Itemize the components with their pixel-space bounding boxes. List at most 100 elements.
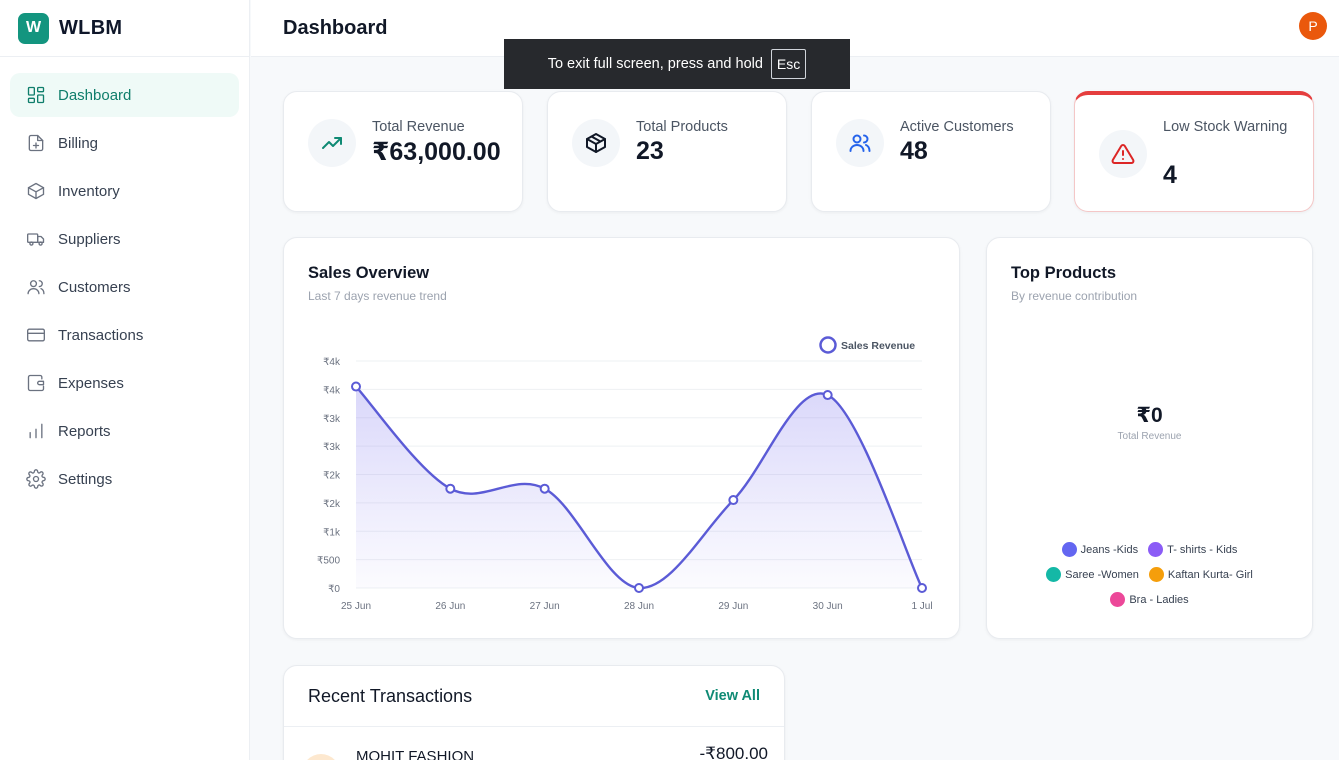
y-tick-label: ₹3k (323, 414, 341, 425)
legend-label: T- shirts - Kids (1167, 543, 1238, 556)
y-tick-label: ₹3k (323, 442, 341, 453)
stat-label: Total Revenue (372, 119, 465, 135)
data-point (445, 483, 456, 494)
transaction-name: MOHIT FASHION (356, 748, 475, 760)
stat-value: 4 (1163, 161, 1177, 189)
legend-row: Bra - Ladies (987, 592, 1312, 607)
legend-row: Saree -Women Kaftan Kurta- Girl (987, 567, 1312, 582)
sidebar-item-label: Inventory (58, 182, 120, 200)
transaction-avatar (302, 754, 340, 760)
brand[interactable]: W WLBM (0, 0, 249, 57)
legend-item[interactable]: Jeans -Kids (1061, 542, 1138, 557)
sidebar-item-label: Billing (58, 134, 99, 152)
esc-key-hint: Esc (770, 49, 807, 79)
sidebar-item-dashboard[interactable]: Dashboard (10, 73, 239, 117)
stat-label: Low Stock Warning (1163, 119, 1288, 135)
legend-swatch (1046, 567, 1062, 582)
data-point (728, 495, 739, 506)
sidebar-nav: Dashboard Billing Inventory Suppliers Cu… (0, 57, 249, 501)
y-tick-label: ₹1k (323, 527, 341, 538)
sales-overview-title: Sales Overview (308, 264, 430, 282)
stat-card-active-customers: Active Customers 48 (811, 91, 1051, 212)
legend-item[interactable]: Saree -Women (1046, 567, 1139, 582)
data-point (822, 390, 833, 401)
sales-overview-subtitle: Last 7 days revenue trend (308, 289, 447, 303)
x-tick-label: 1 Jul (911, 601, 932, 612)
dashboard-icon (26, 85, 46, 105)
legend-item[interactable]: Bra - Ladies (1110, 592, 1189, 607)
legend-row: Jeans -Kids T- shirts - Kids (987, 542, 1312, 557)
y-tick-label: ₹500 (317, 556, 340, 567)
box-icon (26, 181, 46, 201)
fullscreen-exit-toast: To exit full screen, press and hold Esc (504, 39, 850, 89)
sidebar-item-label: Dashboard (58, 86, 132, 104)
top-products-card: Top Products By revenue contribution ₹0 … (986, 237, 1313, 639)
sidebar-item-expenses[interactable]: Expenses (10, 361, 239, 405)
sidebar-item-label: Expenses (58, 374, 124, 392)
sales-chart: ₹0 ₹500 ₹1k ₹2k ₹2k ₹3k ₹3k ₹4k ₹4k 25 Jun 26 Jun 2… (317, 336, 933, 612)
donut-total-value: ₹0 (1136, 404, 1163, 427)
stat-card-total-revenue: Total Revenue ₹63,000.00 (283, 91, 523, 212)
users-icon (26, 277, 46, 297)
sidebar-item-settings[interactable]: Settings (10, 457, 239, 501)
fullscreen-toast-text: To exit full screen, press and hold (547, 56, 763, 72)
sidebar: W WLBM Dashboard Billing Inventory Supp (0, 0, 250, 760)
sidebar-item-reports[interactable]: Reports (10, 409, 239, 453)
stat-value: ₹63,000.00 (372, 138, 501, 166)
sidebar-item-inventory[interactable]: Inventory (10, 169, 239, 213)
view-all-link[interactable]: View All (705, 688, 760, 704)
sidebar-item-label: Customers (58, 278, 131, 296)
y-tick-label: ₹2k (323, 499, 341, 510)
sidebar-item-suppliers[interactable]: Suppliers (10, 217, 239, 261)
billing-icon (26, 133, 46, 153)
donut-total-label: Total Revenue (1117, 431, 1182, 442)
card-icon (26, 325, 46, 345)
users-icon (836, 119, 884, 167)
top-products-subtitle: By revenue contribution (1011, 289, 1138, 303)
page-title: Dashboard (283, 16, 388, 39)
divider (284, 726, 784, 727)
legend-swatch (1148, 542, 1164, 557)
legend-swatch (1148, 567, 1164, 582)
legend-item[interactable]: Kaftan Kurta- Girl (1148, 567, 1253, 582)
trending-up-icon (308, 119, 356, 167)
series-area (356, 386, 922, 589)
sidebar-item-transactions[interactable]: Transactions (10, 313, 239, 357)
legend-label: Bra - Ladies (1129, 593, 1189, 606)
sidebar-item-label: Suppliers (58, 230, 121, 248)
alert-triangle-icon (1099, 130, 1147, 178)
legend-swatch (819, 336, 837, 354)
sidebar-item-customers[interactable]: Customers (10, 265, 239, 309)
bar-chart-icon (26, 421, 46, 441)
recent-transactions-title: Recent Transactions (308, 686, 473, 706)
y-tick-label: ₹2k (323, 471, 341, 482)
gear-icon (26, 469, 46, 489)
brand-logo[interactable]: W (18, 12, 49, 44)
y-tick-label: ₹0 (328, 584, 340, 595)
stat-label: Active Customers (900, 119, 1014, 135)
legend-item[interactable]: T- shirts - Kids (1148, 542, 1237, 557)
sidebar-item-label: Settings (58, 470, 113, 488)
x-tick-label: 30 Jun (813, 601, 843, 612)
y-tick-label: ₹4k (323, 385, 341, 396)
sidebar-item-label: Transactions (58, 326, 144, 344)
stat-card-total-products: Total Products 23 (547, 91, 787, 212)
y-tick-label: ₹4k (323, 357, 341, 368)
legend-swatch (1110, 592, 1126, 607)
x-tick-label: 27 Jun (530, 601, 560, 612)
legend-label: Sales Revenue (841, 340, 915, 352)
brand-name[interactable]: WLBM (59, 16, 123, 39)
data-point (539, 483, 550, 494)
stat-value: 48 (900, 137, 928, 165)
avatar[interactable]: P (1299, 12, 1327, 40)
legend-label: Saree -Women (1065, 568, 1139, 581)
top-products-title: Top Products (1011, 264, 1117, 282)
wallet-icon (26, 373, 46, 393)
data-point (351, 381, 361, 392)
x-tick-label: 26 Jun (435, 601, 465, 612)
legend-swatch (1061, 542, 1077, 557)
sidebar-item-billing[interactable]: Billing (10, 121, 239, 165)
sales-overview-card: Sales Overview Last 7 days revenue trend… (283, 237, 960, 639)
recent-transactions-card: Recent Transactions View All MOHIT FASHI… (283, 665, 785, 760)
stat-value: 23 (636, 137, 664, 165)
